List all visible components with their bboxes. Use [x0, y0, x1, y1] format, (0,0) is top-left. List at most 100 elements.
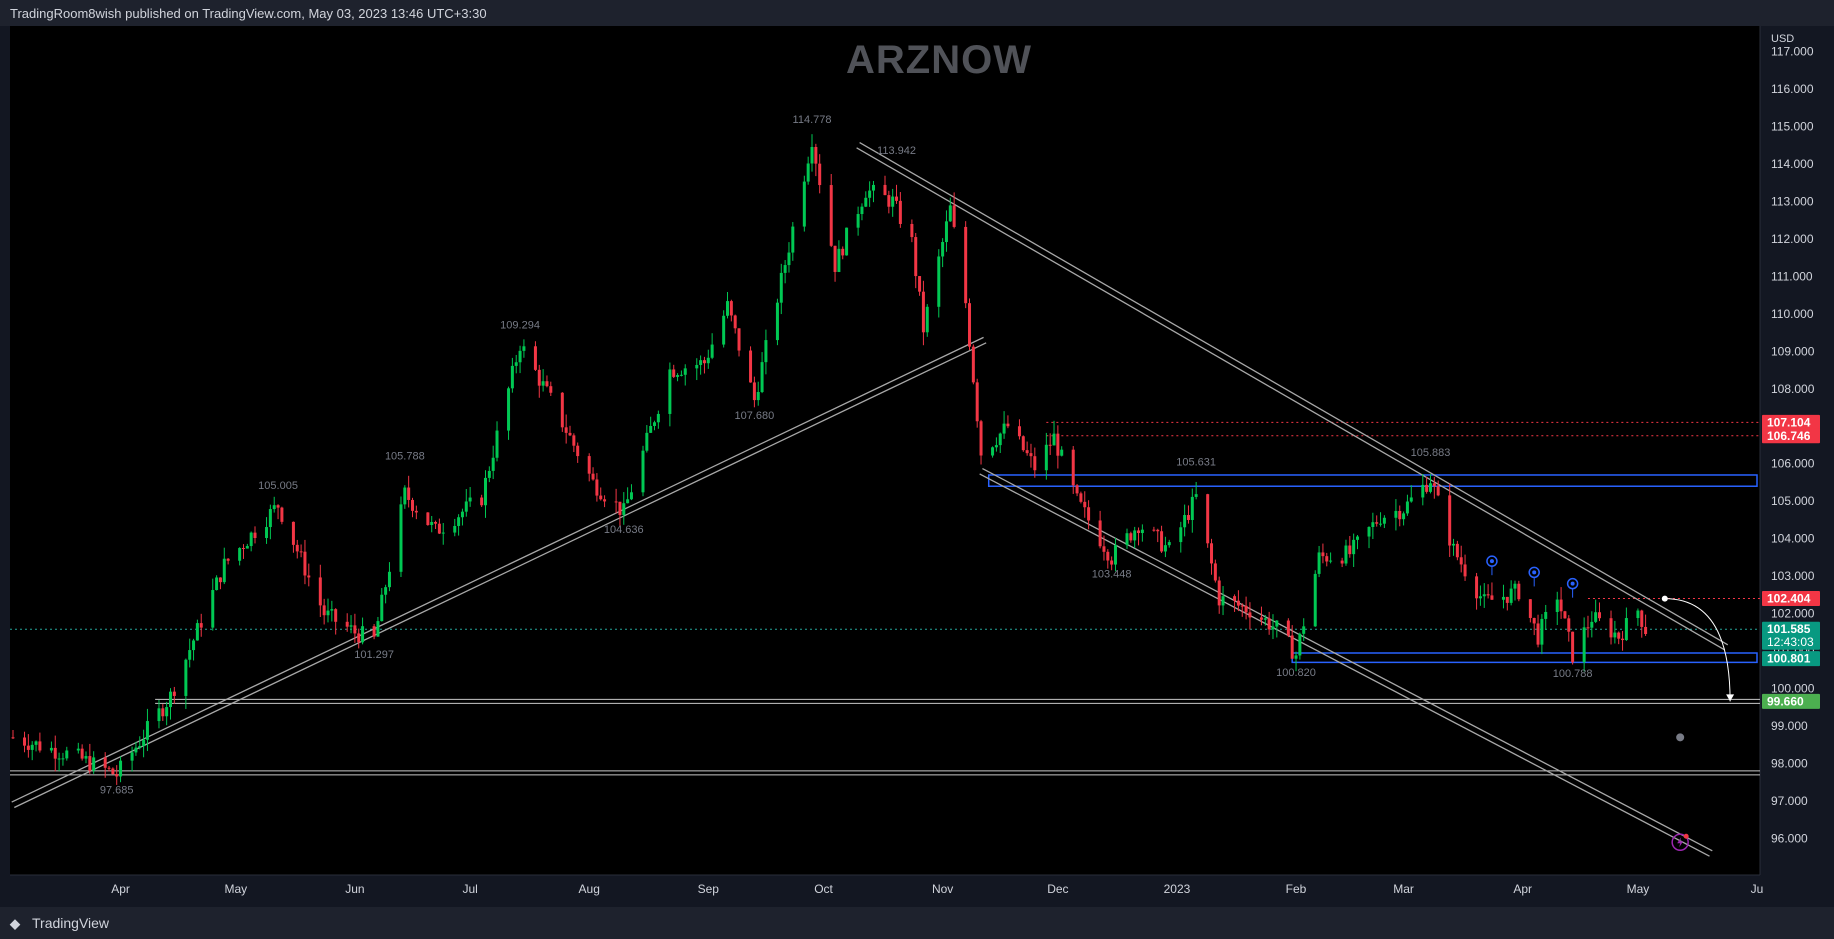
candle-body [1490, 595, 1494, 600]
footer-brand[interactable]: TradingView [32, 915, 110, 931]
price-tick-label: 116.000 [1771, 82, 1814, 96]
candle-body [130, 752, 134, 761]
candle-body [1156, 529, 1160, 532]
price-tick-label: 114.000 [1771, 157, 1814, 171]
candle-body [1371, 522, 1375, 528]
price-tick-label: 106.000 [1771, 457, 1815, 471]
candle-body [1071, 449, 1075, 486]
candle-body [1459, 557, 1463, 565]
signal-marker-dot [1532, 570, 1537, 575]
time-tick-label: Apr [111, 882, 130, 896]
candle-body [384, 587, 388, 595]
candle-body [595, 479, 599, 496]
chart-plot-area[interactable] [10, 26, 1760, 875]
candle-body [1528, 599, 1532, 618]
candle-body [845, 227, 849, 256]
candle-body [1352, 539, 1356, 555]
candle-body [1329, 560, 1333, 562]
time-tick-label: Nov [932, 882, 953, 896]
candle-body [349, 625, 353, 627]
candle-body [522, 346, 526, 351]
candle-body [1613, 632, 1617, 638]
price-annotation: 107.680 [735, 410, 775, 422]
price-tick-label: 98.000 [1771, 757, 1808, 771]
candle-body [756, 392, 760, 401]
candle-body [1002, 423, 1006, 434]
candle-body [549, 386, 553, 393]
candle-body [541, 381, 545, 386]
tradingview-logo-icon[interactable]: ◆ [10, 916, 20, 931]
candle-body [249, 532, 253, 547]
price-tick-label: 111.000 [1771, 269, 1813, 283]
candle-body [330, 609, 334, 611]
candle-body [276, 505, 280, 508]
time-axis[interactable]: Apr May Jun Jul Aug Sep Oct Nov Dec 2023 Feb Mar Apr… [10, 874, 1763, 896]
candle-body [1475, 576, 1479, 599]
candle-body [111, 768, 115, 775]
candle-body [568, 432, 572, 436]
price-tick-label: 113.000 [1771, 194, 1814, 208]
candle-body [656, 413, 660, 423]
candle-body [1344, 545, 1348, 564]
price-tag [1762, 414, 1820, 430]
price-tick-label: 115.000 [1771, 119, 1814, 133]
candle-body [921, 291, 925, 333]
candle-body [706, 357, 710, 364]
candle-body [430, 521, 434, 526]
candle-body [57, 758, 61, 760]
candle-body [1294, 655, 1298, 659]
candle-body [326, 610, 330, 616]
price-tick-label: 109.000 [1771, 344, 1815, 358]
candle-body [30, 744, 34, 750]
candle-body [88, 756, 92, 771]
candle-body [587, 456, 591, 474]
candle-body [507, 388, 511, 431]
horizontal-lines-layer [10, 421, 1760, 776]
candle-body [618, 501, 622, 515]
candle-body [168, 691, 172, 708]
candle-body [65, 750, 69, 759]
price-annotation: 100.820 [1276, 667, 1316, 679]
candle-body [729, 301, 733, 316]
candle-body [560, 392, 564, 428]
candle-body [737, 328, 741, 351]
publisher-text: TradingRoom8wish published on TradingVie… [10, 6, 487, 21]
candles-layer [11, 134, 1648, 785]
candle-body [749, 350, 753, 383]
lightning-glyph [1677, 837, 1684, 848]
candle-body [802, 181, 806, 227]
candle-body [1133, 530, 1137, 541]
candle-body [603, 499, 607, 502]
candle-body [672, 369, 676, 377]
candle-body [775, 302, 779, 341]
candle-body [937, 256, 941, 307]
candle-body [1567, 618, 1571, 632]
candle-body [1582, 627, 1586, 663]
candle-body [1452, 543, 1456, 546]
time-tick-label: Feb [1286, 882, 1307, 896]
candle-body [80, 748, 84, 759]
candle-body [1048, 444, 1052, 446]
candle-body [545, 381, 549, 387]
candle-body [941, 242, 945, 257]
candle-body [891, 196, 895, 207]
candle-body [272, 505, 276, 510]
price-axis[interactable]: 117.000 116.000 115.000 114.000 113.000 112.0… [1759, 26, 1815, 875]
candle-body [683, 368, 687, 375]
price-annotation: 101.297 [354, 649, 394, 661]
candle-body [726, 301, 730, 316]
time-tick-label: Jun [345, 882, 364, 896]
projection-arrow [1664, 598, 1731, 702]
candle-body [480, 497, 484, 506]
candle-body [495, 430, 499, 458]
price-tag [1762, 693, 1820, 709]
candle-body [614, 501, 618, 503]
candle-body [1421, 484, 1425, 498]
time-tick-label: Apr [1513, 882, 1532, 896]
price-tick-label: 112.000 [1771, 232, 1814, 246]
candle-body [188, 650, 192, 660]
trendline [14, 342, 987, 809]
price-tag [1762, 651, 1820, 667]
candle-body [434, 521, 438, 524]
candle-body [1025, 450, 1029, 454]
